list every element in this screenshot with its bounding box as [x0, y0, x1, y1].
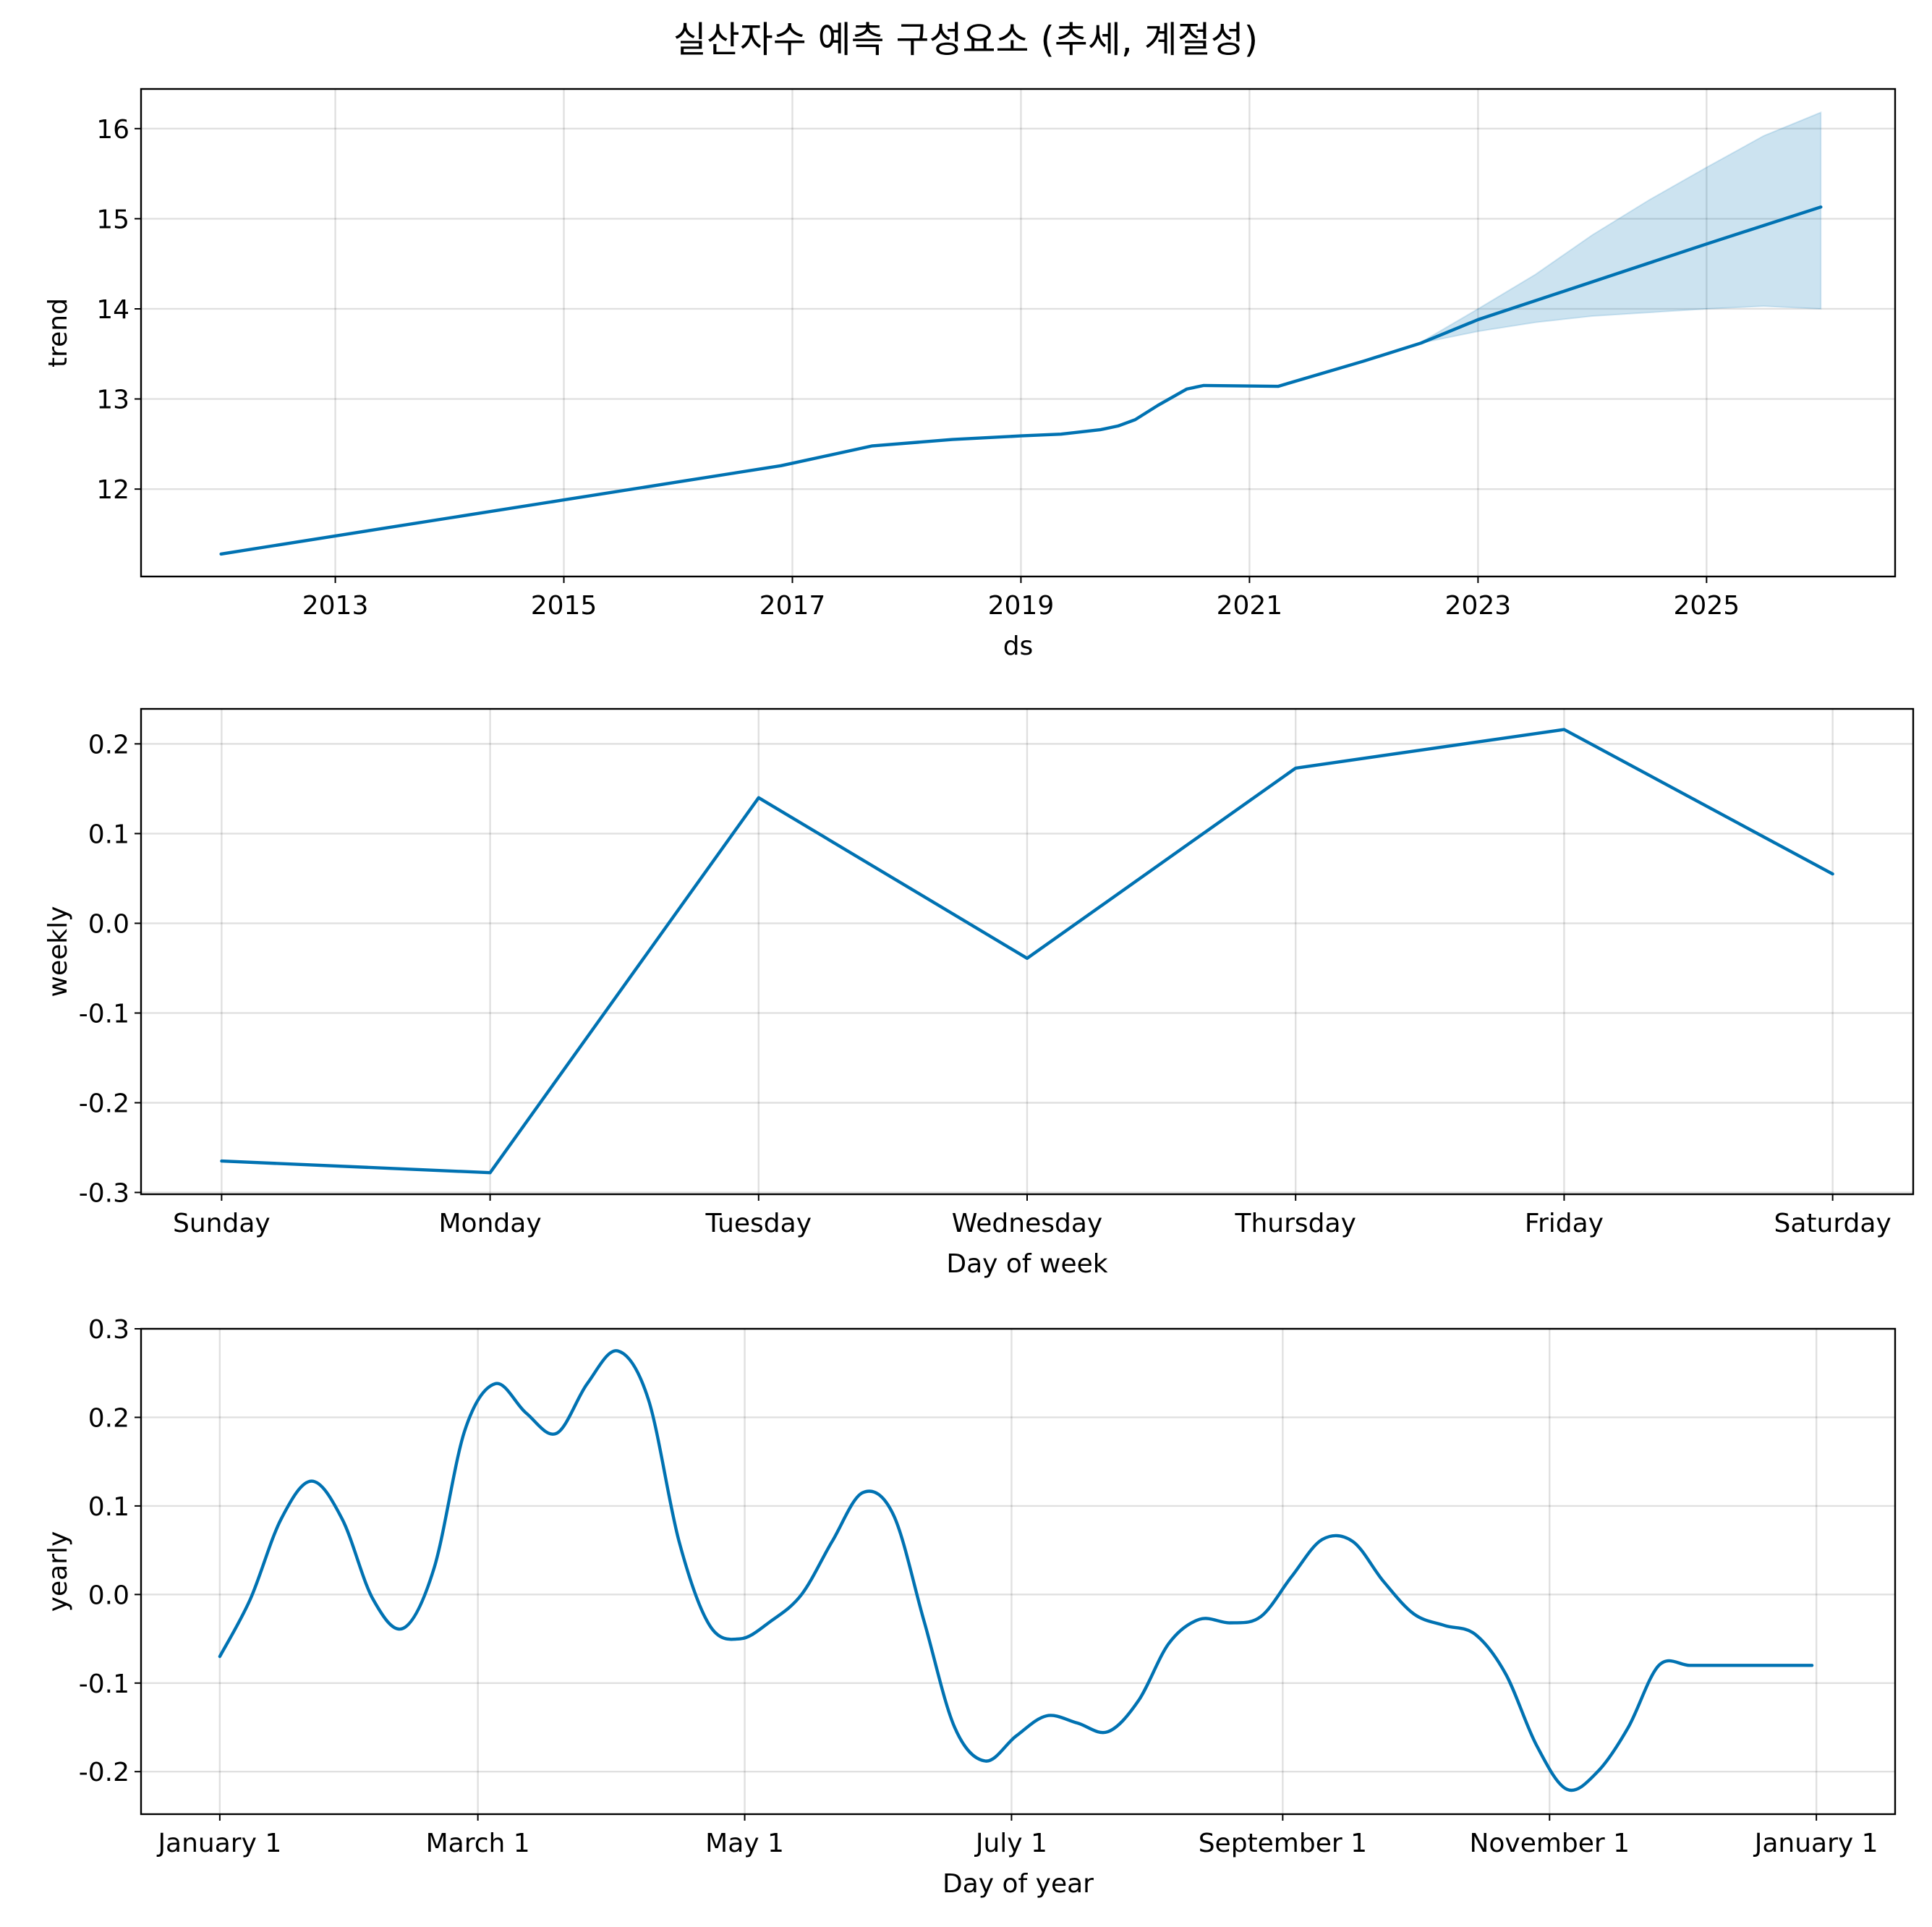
axes-frame	[140, 1327, 1897, 1816]
yearly-panel: January 1 March 1 May 1 July 1 September 1 No…	[43, 1315, 1897, 1899]
x-tick-label: 2019	[988, 591, 1055, 621]
trend-panel: 2013 2015 2017 2019 2021 2023 2025 12 13 14 15 16 ds…	[43, 88, 1897, 661]
x-tick-label: 2015	[531, 591, 597, 621]
y-tick-label: -0.2	[79, 1758, 129, 1787]
x-tick-label: Monday	[439, 1209, 542, 1238]
y-tick-label: -0.2	[79, 1089, 129, 1118]
x-tick-label: September 1	[1199, 1829, 1367, 1858]
axes-frame	[140, 88, 1897, 578]
x-tick-label: Thursday	[1235, 1209, 1356, 1238]
y-tick-label: -0.3	[79, 1179, 129, 1209]
x-axis-label: Day of week	[946, 1249, 1107, 1279]
uncertainty-band	[1420, 111, 1822, 344]
y-tick-label: 0.2	[88, 1403, 129, 1433]
series-line-trend	[219, 205, 1823, 556]
x-tick-label: January 1	[1753, 1829, 1878, 1858]
x-axis-label: ds	[1003, 631, 1034, 661]
y-tick-label: 0.1	[88, 820, 129, 849]
y-tick-label: 0.0	[88, 1581, 129, 1610]
x-tick-label: March 1	[426, 1829, 530, 1858]
x-tick-label: January 1	[156, 1829, 281, 1858]
x-tick-label: 2013	[302, 591, 369, 621]
x-tick-label: Sunday	[173, 1209, 271, 1238]
x-tick-label: November 1	[1469, 1829, 1630, 1858]
y-tick-label: 12	[96, 475, 129, 505]
y-tick-label: 13	[96, 386, 129, 415]
x-tick-label: 2023	[1445, 591, 1512, 621]
y-tick-label: -0.1	[79, 999, 129, 1029]
y-axis-label: yearly	[43, 1531, 73, 1612]
x-tick-label: Tuesday	[705, 1209, 812, 1238]
x-tick-label: Wednesday	[952, 1209, 1102, 1238]
y-axis-label: weekly	[43, 906, 73, 997]
x-tick-label: July 1	[974, 1829, 1047, 1858]
series-line-yearly	[218, 1349, 1814, 1792]
y-axis-label: trend	[43, 298, 73, 367]
x-tick-label: Saturday	[1774, 1209, 1891, 1238]
y-tick-label: 0.0	[88, 909, 129, 939]
series-line-weekly	[220, 728, 1834, 1175]
y-tick-label: 14	[96, 295, 129, 325]
x-tick-label: May 1	[705, 1829, 784, 1858]
y-tick-label: 0.1	[88, 1492, 129, 1522]
x-tick-label: 2017	[759, 591, 826, 621]
y-tick-label: 15	[96, 205, 129, 234]
y-tick-label: 16	[96, 115, 129, 145]
x-axis-label: Day of year	[942, 1869, 1094, 1899]
y-tick-label: 0.2	[88, 730, 129, 760]
x-tick-label: Friday	[1525, 1209, 1604, 1238]
weekly-panel: Sunday Monday Tuesday Wednesday Thursday Frid…	[43, 707, 1915, 1279]
y-tick-label: 0.3	[88, 1315, 129, 1345]
x-tick-label: 2021	[1217, 591, 1283, 621]
x-tick-label: 2025	[1674, 591, 1740, 621]
y-tick-label: -0.1	[79, 1669, 129, 1699]
figure-title: 실산자수 예측 구성요소 (추세, 계절성)	[673, 19, 1258, 61]
